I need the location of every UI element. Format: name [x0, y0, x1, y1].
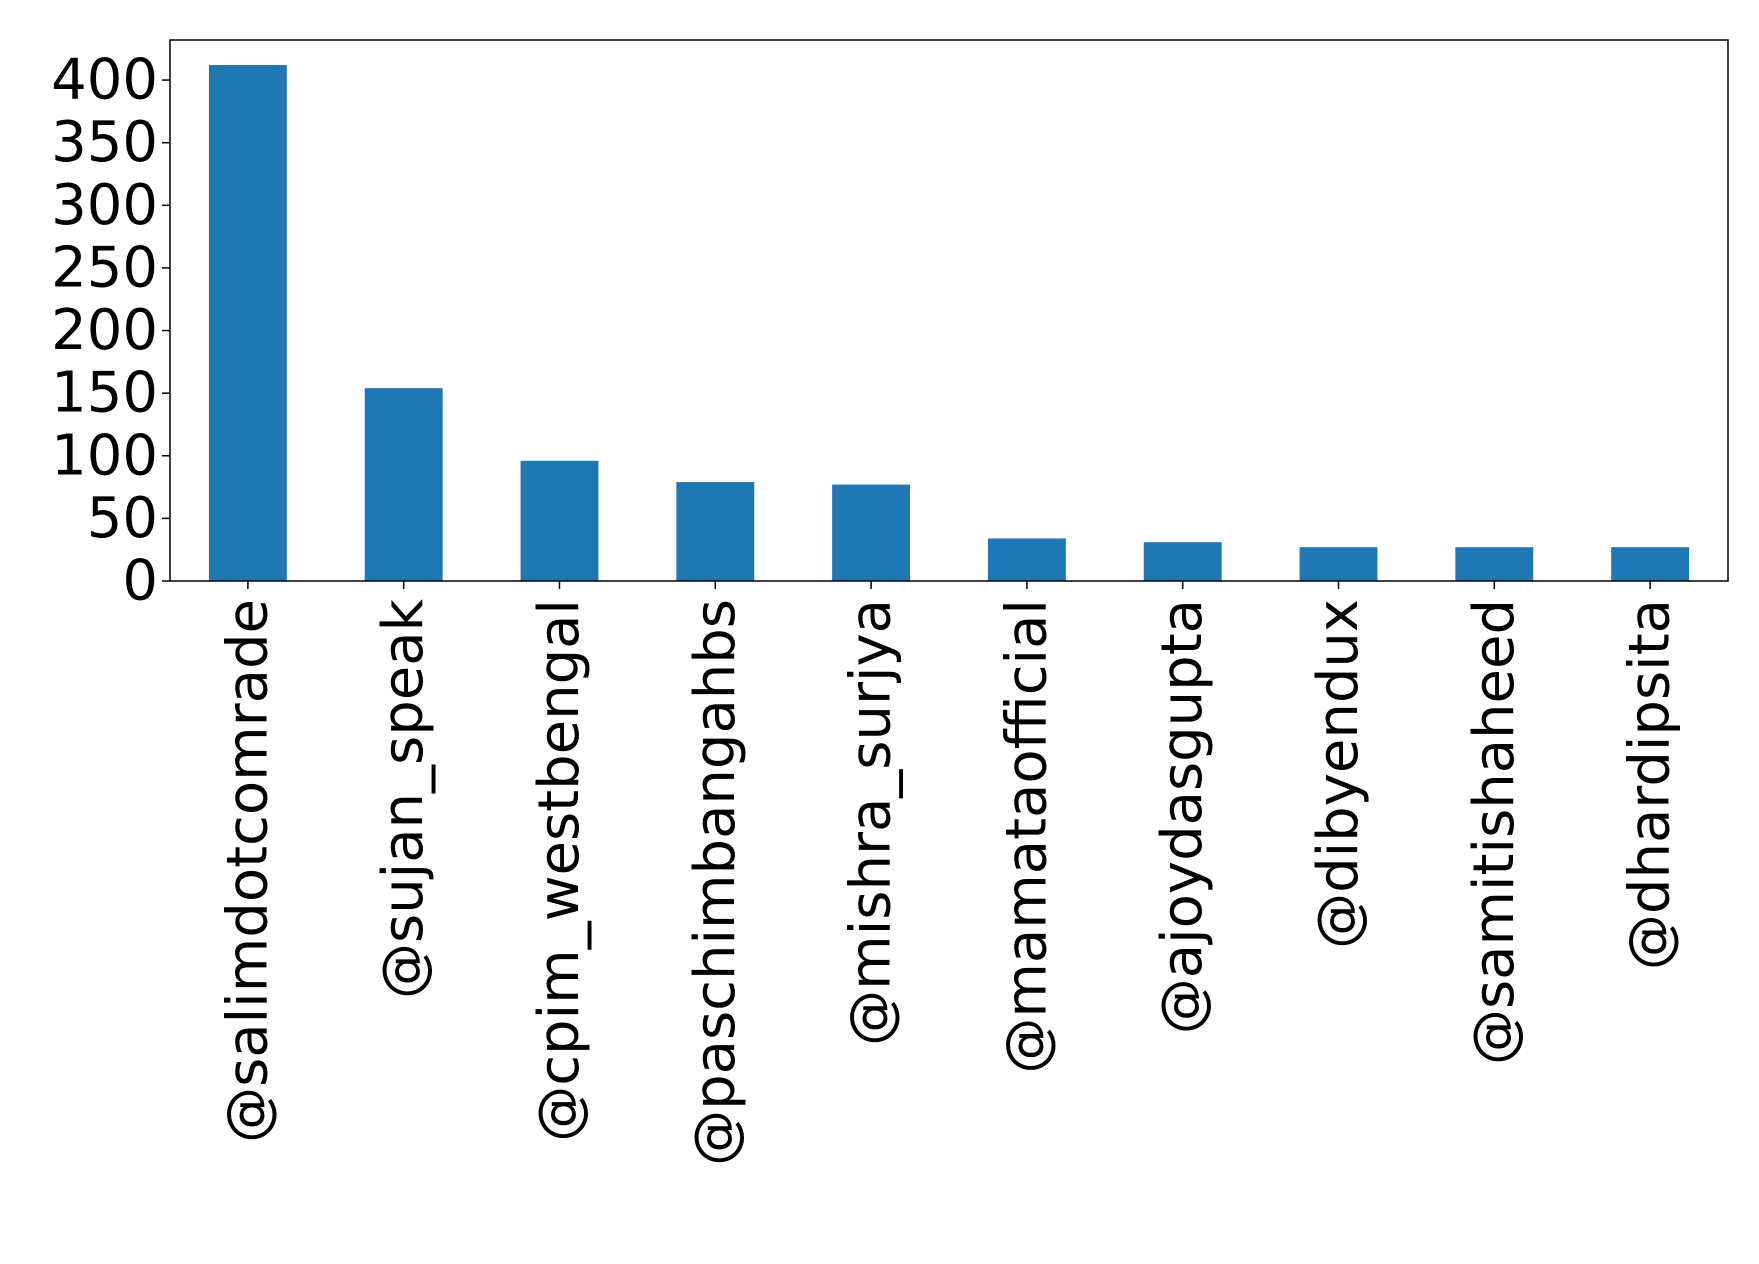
bar-ajoydasgupta	[1143, 542, 1222, 581]
y-tick-label: 200	[51, 298, 158, 363]
x-tick-label: @paschimbangahbs	[683, 599, 748, 1166]
y-tick-label: 250	[51, 235, 158, 300]
bar-mishra-surjya	[832, 484, 911, 581]
y-tick-label: 400	[51, 48, 158, 113]
x-tick-label: @dibyendux	[1306, 599, 1371, 949]
x-tick-label: @dhardipsita	[1618, 599, 1683, 970]
bar-paschimbangahbs	[676, 482, 755, 581]
bars-layer	[208, 65, 1690, 582]
bar-dhardipsita	[1611, 547, 1690, 581]
x-tick-label: @samitishaheed	[1462, 599, 1527, 1065]
x-axis: @salimdotcomrade @sujan_speak @cpim_westbe…	[215, 581, 1683, 1166]
x-tick-label: @sujan_speak	[371, 598, 436, 999]
y-tick-label: 100	[51, 423, 158, 488]
y-tick-label: 300	[51, 173, 158, 238]
y-tick-label: 150	[51, 361, 158, 426]
bar-cpim-westbengal	[520, 460, 599, 581]
bar-sujan-speak	[364, 388, 443, 581]
bar-salimdotcomrade	[208, 65, 287, 582]
y-tick-label: 50	[87, 486, 158, 551]
x-tick-label: @salimdotcomrade	[215, 599, 280, 1143]
bar-samitishaheed	[1455, 547, 1534, 581]
y-tick-label: 350	[51, 110, 158, 175]
y-tick-label: 0	[122, 549, 158, 614]
bar-mamataofficial	[987, 538, 1066, 581]
bar-dibyendux	[1299, 547, 1378, 581]
x-tick-label: @cpim_westbengal	[527, 599, 592, 1142]
x-tick-label: @mamataofficial	[994, 599, 1059, 1074]
plot-area-frame	[169, 39, 1729, 582]
x-tick-label: @mishra_surjya	[839, 599, 904, 1046]
x-tick-label: @ajoydasgupta	[1150, 599, 1215, 1034]
